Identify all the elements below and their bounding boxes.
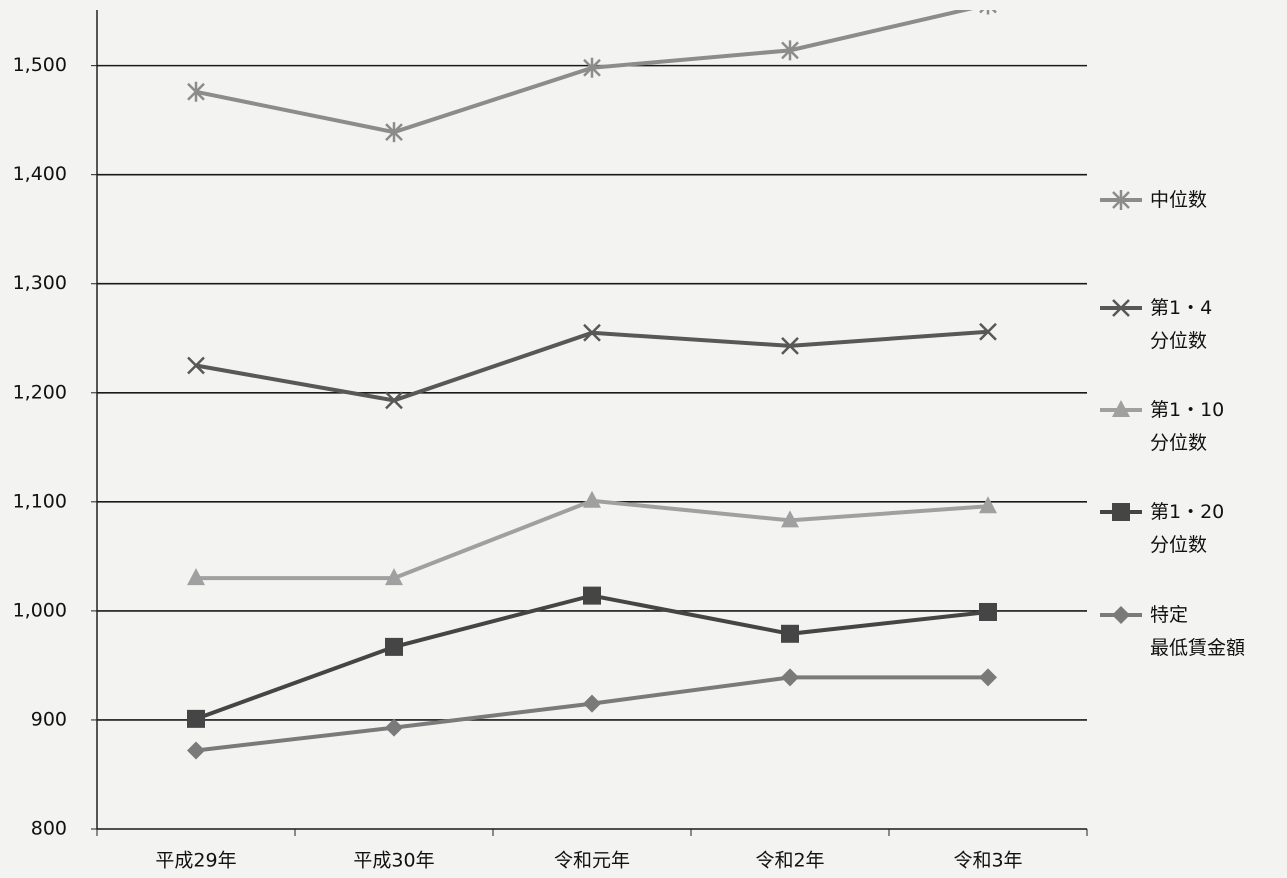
- marker: [1112, 299, 1130, 317]
- x-tick-label: 令和3年: [953, 850, 1022, 872]
- marker: [781, 40, 799, 61]
- marker: [187, 741, 205, 760]
- legend-item: 特定最低賃金額: [1100, 604, 1245, 659]
- marker: [583, 586, 601, 605]
- y-tick-label: 1,500: [13, 54, 67, 76]
- marker: [583, 490, 601, 508]
- marker: [1112, 503, 1130, 521]
- marker: [583, 57, 601, 78]
- marker: [385, 637, 403, 656]
- marker: [583, 694, 601, 713]
- marker: [1112, 400, 1130, 417]
- legend-label: 中位数: [1150, 189, 1207, 211]
- x-tick-label: 平成29年: [155, 850, 236, 872]
- marker: [583, 323, 601, 342]
- marker: [385, 391, 403, 410]
- y-tick-label: 1,000: [13, 599, 67, 621]
- legend-label: 第1・10 分位数: [1150, 399, 1224, 454]
- legend-label: 第1・4 分位数: [1150, 297, 1212, 352]
- marker: [781, 510, 799, 528]
- x-axis-ticks: [96, 829, 1088, 836]
- series-line: [196, 498, 989, 581]
- x-tick-label: 平成30年: [353, 850, 434, 872]
- marker: [979, 10, 997, 15]
- y-tick-label: 1,300: [13, 272, 67, 294]
- marker: [979, 496, 997, 514]
- marker: [187, 709, 205, 728]
- marker: [385, 718, 403, 737]
- legend-item: 第1・10 分位数: [1100, 399, 1224, 454]
- marker: [979, 602, 997, 621]
- y-tick-label: 800: [31, 818, 67, 840]
- y-tick-label: 900: [31, 708, 67, 730]
- x-tick-label: 令和元年: [554, 850, 630, 872]
- marker: [187, 568, 205, 586]
- marker: [979, 668, 997, 687]
- plot-area: [187, 10, 997, 760]
- marker: [1112, 190, 1130, 210]
- y-tick-label: 1,400: [13, 163, 67, 185]
- marker: [781, 337, 799, 355]
- marker: [781, 668, 799, 687]
- x-tick-label: 令和2年: [755, 850, 824, 872]
- series-line: [195, 329, 989, 403]
- series-line: [195, 675, 988, 753]
- legend-item: 第1・20 分位数: [1100, 501, 1224, 556]
- marker: [781, 624, 799, 643]
- y-tick-label: 1,100: [13, 490, 67, 512]
- legend-item: 第1・4 分位数: [1100, 297, 1212, 352]
- marker: [1112, 606, 1130, 624]
- legend-label: 第1・20 分位数: [1150, 501, 1224, 556]
- marker: [385, 568, 403, 586]
- legend-item: 中位数: [1100, 189, 1207, 211]
- marker: [187, 81, 205, 102]
- marker: [979, 322, 997, 341]
- legend-label: 特定最低賃金額: [1150, 604, 1245, 659]
- marker: [385, 122, 403, 143]
- marker: [187, 356, 205, 375]
- y-tick-label: 1,200: [13, 381, 67, 403]
